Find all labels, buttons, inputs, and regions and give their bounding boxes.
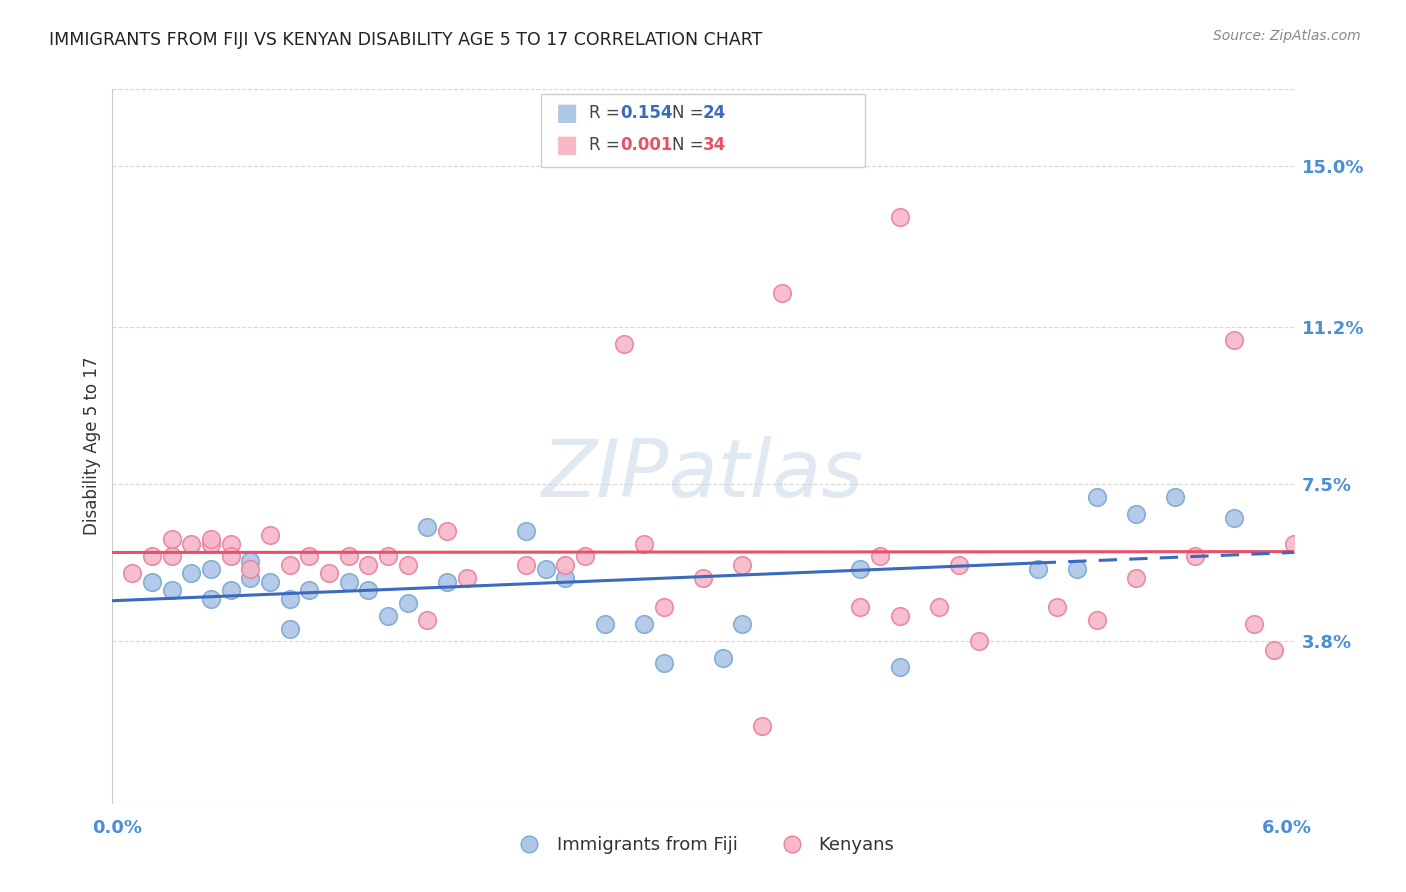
Text: IMMIGRANTS FROM FIJI VS KENYAN DISABILITY AGE 5 TO 17 CORRELATION CHART: IMMIGRANTS FROM FIJI VS KENYAN DISABILIT… — [49, 31, 762, 49]
Point — [239, 562, 262, 576]
Point — [219, 549, 242, 564]
Point — [377, 608, 399, 623]
Point — [515, 558, 537, 572]
Text: 0.0%: 0.0% — [91, 819, 142, 837]
Point — [141, 574, 163, 589]
Point — [396, 558, 419, 572]
Point — [1243, 617, 1265, 632]
Point — [141, 549, 163, 564]
Point — [1125, 507, 1147, 521]
Point — [377, 549, 399, 564]
Point — [889, 608, 911, 623]
Point — [298, 583, 321, 598]
Point — [416, 613, 439, 627]
Text: ZIPatlas: ZIPatlas — [541, 435, 865, 514]
Text: N =: N = — [672, 136, 709, 153]
Point — [731, 558, 754, 572]
Text: 0.001: 0.001 — [620, 136, 672, 153]
Legend: Immigrants from Fiji, Kenyans: Immigrants from Fiji, Kenyans — [505, 830, 901, 862]
Point — [849, 562, 872, 576]
Point — [200, 533, 222, 547]
Point — [633, 617, 655, 632]
Point — [967, 634, 990, 648]
Point — [180, 566, 202, 581]
Point — [1066, 562, 1088, 576]
Text: ■: ■ — [555, 102, 578, 125]
Point — [731, 617, 754, 632]
Point — [1085, 490, 1108, 504]
Point — [396, 596, 419, 610]
Point — [692, 571, 714, 585]
Point — [593, 617, 616, 632]
Point — [219, 583, 242, 598]
Point — [770, 286, 793, 301]
Point — [318, 566, 340, 581]
Point — [1282, 537, 1305, 551]
Point — [436, 524, 458, 538]
Point — [259, 574, 281, 589]
Point — [436, 574, 458, 589]
Point — [160, 583, 183, 598]
Point — [278, 622, 301, 636]
Point — [160, 549, 183, 564]
Text: 0.154: 0.154 — [620, 104, 672, 122]
Point — [357, 558, 380, 572]
Point — [219, 537, 242, 551]
Point — [337, 549, 360, 564]
Point — [278, 558, 301, 572]
Text: 34: 34 — [703, 136, 727, 153]
Point — [456, 571, 478, 585]
Point — [1184, 549, 1206, 564]
Point — [1263, 643, 1285, 657]
Point — [1085, 613, 1108, 627]
Y-axis label: Disability Age 5 to 17: Disability Age 5 to 17 — [83, 357, 101, 535]
Text: 6.0%: 6.0% — [1261, 819, 1312, 837]
Point — [534, 562, 557, 576]
Point — [1046, 600, 1069, 615]
Point — [652, 656, 675, 670]
Point — [889, 210, 911, 224]
Point — [200, 591, 222, 606]
Text: 24: 24 — [703, 104, 727, 122]
Point — [160, 533, 183, 547]
Text: ■: ■ — [555, 133, 578, 156]
Point — [357, 583, 380, 598]
Point — [928, 600, 950, 615]
Point — [239, 571, 262, 585]
Point — [1223, 333, 1246, 347]
Point — [298, 549, 321, 564]
Point — [337, 574, 360, 589]
Text: N =: N = — [672, 104, 709, 122]
Text: R =: R = — [589, 104, 626, 122]
Point — [711, 651, 734, 665]
Point — [751, 719, 773, 733]
Point — [180, 537, 202, 551]
Point — [869, 549, 891, 564]
Point — [574, 549, 596, 564]
Point — [1164, 490, 1187, 504]
Text: R =: R = — [589, 136, 626, 153]
Point — [259, 528, 281, 542]
Point — [948, 558, 970, 572]
Point — [278, 591, 301, 606]
Point — [554, 558, 576, 572]
Point — [1223, 511, 1246, 525]
Point — [849, 600, 872, 615]
Point — [121, 566, 143, 581]
Point — [416, 519, 439, 533]
Text: Source: ZipAtlas.com: Source: ZipAtlas.com — [1213, 29, 1361, 43]
Point — [652, 600, 675, 615]
Point — [239, 554, 262, 568]
Point — [200, 537, 222, 551]
Point — [515, 524, 537, 538]
Point — [613, 337, 636, 351]
Point — [889, 660, 911, 674]
Point — [200, 562, 222, 576]
Point — [1026, 562, 1049, 576]
Point — [633, 537, 655, 551]
Point — [1125, 571, 1147, 585]
Point — [554, 571, 576, 585]
